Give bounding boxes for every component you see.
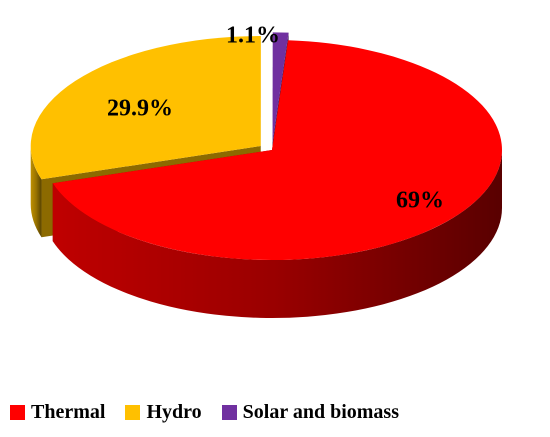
legend-label-thermal: Thermal [31, 400, 106, 423]
pie-slice-thermal [52, 40, 503, 260]
pie-data-labels: 69% 29.9% 1.1% [107, 23, 444, 214]
legend-item-thermal: Thermal [10, 401, 105, 424]
data-label-hydro: 29.9% [107, 96, 173, 122]
legend-item-hydro: Hydro [125, 400, 202, 424]
legend-label-solar-and-biomass: Solar and biomass [242, 400, 399, 423]
pie-chart-plot: 69% 29.9% 1.1% [30, 23, 503, 318]
legend-swatch-solar-and-biomass [221, 404, 237, 420]
legend-swatch-thermal [10, 404, 25, 420]
pie-slice-solar-and-biomass [272, 32, 289, 143]
legend-swatch-hydro [125, 404, 141, 420]
pie-side-hydro [30, 146, 42, 238]
data-label-solar-and-biomass: 1.1% [226, 23, 280, 49]
legend-item-solar-and-biomass: Solar and biomass [221, 400, 399, 424]
data-label-thermal: 69% [396, 188, 444, 214]
chart-legend: Thermal Hydro Solar and biomass [0, 392, 550, 432]
legend-label-hydro: Hydro [146, 400, 202, 423]
pie-slice-hydro [30, 36, 261, 180]
pie-side-thermal [52, 150, 503, 318]
pie-top-faces [30, 32, 503, 260]
